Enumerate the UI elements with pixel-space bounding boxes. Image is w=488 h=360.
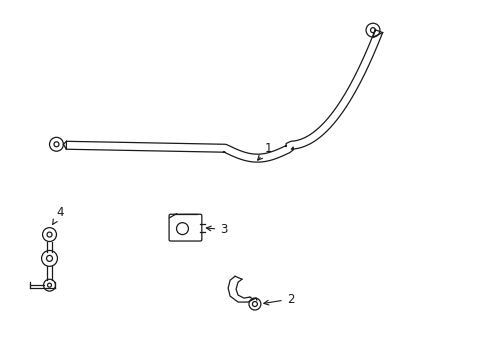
Text: 1: 1 — [257, 142, 272, 160]
Text: 4: 4 — [52, 206, 64, 225]
Text: 2: 2 — [264, 293, 294, 306]
Text: 3: 3 — [206, 223, 227, 236]
